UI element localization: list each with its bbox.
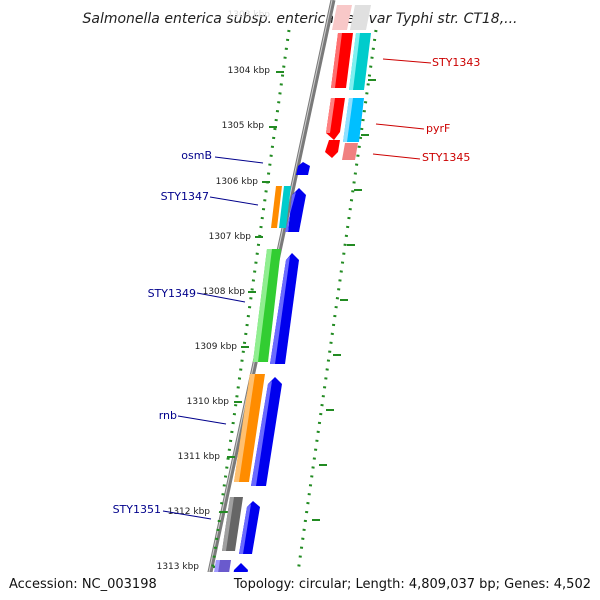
map-title: Salmonella enterica subsp. enterica sero… [82,11,517,27]
tick-label: 1307 kbp [209,232,252,242]
gene-top-faded[interactable] [332,5,352,30]
accession-text: Accession: NC_003198 [9,577,157,592]
label-sty1345[interactable]: STY1345 [422,151,470,164]
genome-summary: Topology: circular; Length: 4,809,037 bp… [233,577,591,592]
label-sty1349[interactable]: STY1349 [148,287,196,300]
tick-label: 1304 kbp [228,66,271,76]
gene-sty1347-cds[interactable] [279,186,291,228]
label-rnb[interactable]: rnb [159,409,177,422]
tick-label: 1311 kbp [178,452,221,462]
tick-label: 1308 kbp [203,287,246,297]
tick-label: 1312 kbp [168,507,211,517]
gene-blue-5[interactable] [229,563,248,600]
gene-sty1345[interactable] [325,140,340,158]
tick-label: 1310 kbp [187,397,230,407]
tick-label: 1309 kbp [195,342,238,352]
label-sty1351[interactable]: STY1351 [113,503,161,516]
label-sty1343[interactable]: STY1343 [432,56,480,69]
tick-label: 1306 kbp [216,177,259,187]
label-pyrF[interactable]: pyrF [426,122,450,135]
gene-sty1345-cds[interactable] [342,143,358,160]
gene-osmB[interactable] [296,162,310,175]
ruler-ticks [213,71,376,568]
gene-sty1347[interactable] [271,186,282,228]
label-osmB[interactable]: osmB [181,149,212,162]
tick-label: 1305 kbp [222,121,265,131]
tick-label-faded: 1303 kbp [228,10,271,20]
tick-label: 1313 kbp [157,562,200,572]
label-sty1347[interactable]: STY1347 [161,190,209,203]
